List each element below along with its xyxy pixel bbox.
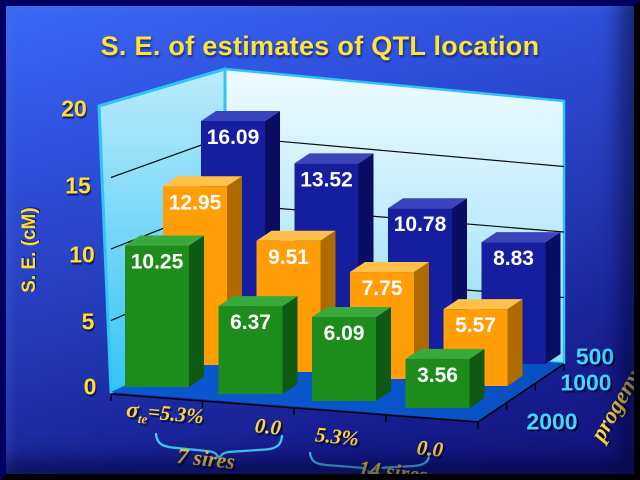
bar-value-1000-c1: 9.51: [268, 246, 309, 269]
bar-top-2000-c2: [312, 306, 391, 317]
bar-value-2000-c3: 3.56: [417, 364, 458, 387]
bar-side-500-c3: [545, 232, 561, 364]
y-tick-0: 0: [83, 373, 97, 400]
bar-top-500-c3: [481, 232, 561, 243]
bar-value-1000-c2: 7.75: [362, 277, 403, 300]
bar-value-2000-c1: 6.37: [230, 311, 271, 334]
bar-value-1000-c3: 5.57: [455, 314, 496, 337]
bar-value-500-c3: 8.83: [493, 247, 534, 270]
legend-item-500: 500: [575, 343, 615, 370]
bar-top-500-c0: [201, 110, 280, 121]
y-tick-15: 15: [65, 172, 91, 199]
bar-2000-c0: [125, 245, 189, 387]
category-label-3: 5.3%: [314, 422, 361, 451]
bar-top-1000-c0: [163, 176, 242, 187]
y-tick-10: 10: [69, 241, 95, 268]
bar-value-1000-c0: 12.95: [169, 191, 222, 214]
y-tick-20: 20: [61, 95, 87, 122]
category-label-4: 0.0: [415, 435, 445, 462]
bar-value-500-c1: 13.52: [300, 168, 353, 191]
bar-top-1000-c2: [350, 262, 429, 273]
chart-title: S. E. of estimates of QTL location: [100, 31, 540, 61]
bar-side-1000-c3: [507, 299, 523, 386]
bar-top-2000-c0: [125, 235, 204, 246]
bar-top-1000-c3: [443, 299, 523, 310]
bar-value-500-c2: 10.78: [394, 213, 447, 236]
bar-value-2000-c2: 6.09: [324, 322, 365, 345]
category-label-2: 0.0: [253, 413, 283, 440]
bar-value-500-c0: 16.09: [207, 126, 260, 149]
sigma-suffix: =5.3%: [147, 399, 205, 429]
bars: 16.09 13.52 10.78 8.83 12.95 9.51 7.75 5.57 10.2…: [125, 110, 561, 408]
bar-side-2000-c3: [469, 348, 485, 408]
bar-side-2000-c1: [282, 296, 298, 394]
legend-item-1000: 1000: [560, 369, 612, 396]
bar-top-2000-c3: [405, 348, 485, 359]
category-label-sigma: σte=5.3%: [125, 397, 204, 430]
bar-side-2000-c0: [189, 235, 204, 387]
bar-value-2000-c0: 10.25: [131, 251, 184, 274]
bar-top-500-c2: [388, 198, 467, 209]
chart-3d-scene: 16.09 13.52 10.78 8.83 12.95 9.51 7.75 5.57 10.2…: [97, 67, 566, 474]
bar-2000-c3: [405, 358, 470, 408]
brace-14-sires: [308, 451, 432, 474]
brace-7-sires: [154, 432, 284, 463]
bar-top-2000-c1: [218, 296, 298, 307]
cluster-braces: [154, 432, 432, 474]
bar-top-500-c1: [294, 153, 374, 164]
legend-item-2000: 2000: [526, 408, 578, 435]
y-axis-title: S. E. (cM): [19, 207, 40, 293]
y-tick-5: 5: [81, 308, 95, 335]
bar-2000-c1: [218, 306, 283, 394]
bar-2000-c2: [312, 316, 376, 401]
bar-top-1000-c1: [256, 230, 336, 241]
bar-side-2000-c2: [376, 306, 391, 401]
axis-lines: [110, 363, 565, 429]
